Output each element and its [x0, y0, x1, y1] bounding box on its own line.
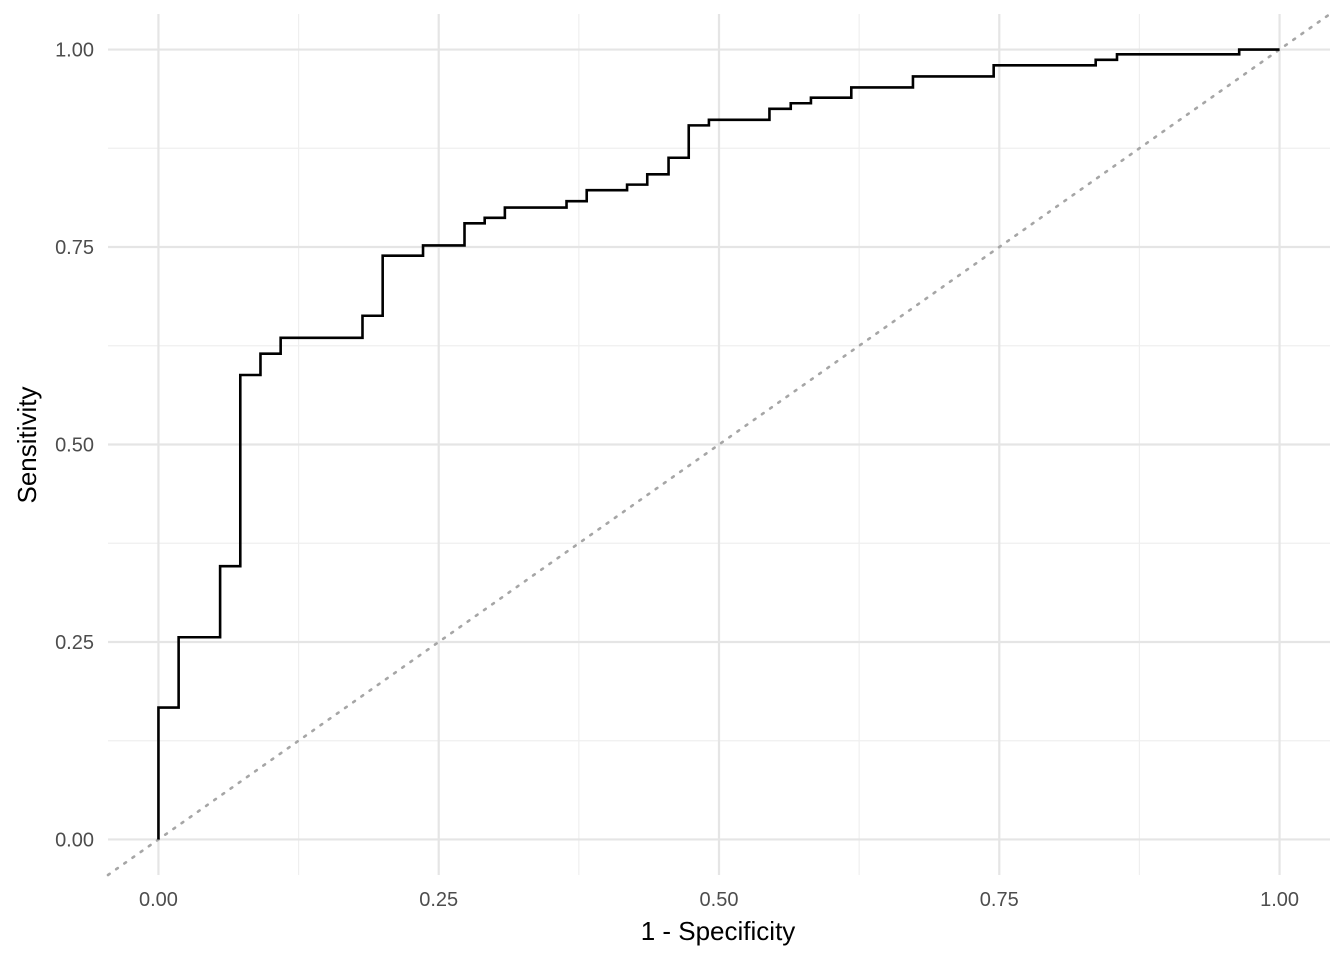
y-tick-label: 0.50 — [55, 435, 94, 457]
y-tick-label: 0.75 — [55, 237, 94, 259]
x-tick-label: 0.25 — [419, 889, 458, 911]
y-tick-label: 1.00 — [55, 40, 94, 62]
y-axis-title: Sensitivity — [12, 386, 42, 503]
roc-curve-line — [157, 48, 1280, 840]
y-tick-label: 0.25 — [55, 632, 94, 654]
plot-panel — [106, 12, 1332, 877]
axis-ticks: 0.00 0.25 0.50 0.75 1.00 0.00 0.25 0.50 0.75 1.00 — [55, 40, 1299, 911]
x-tick-label: 1.00 — [1260, 889, 1299, 911]
x-axis-title: 1 - Specificity — [641, 916, 796, 946]
x-tick-label: 0.75 — [980, 889, 1019, 911]
reference-diagonal-line — [106, 12, 1332, 877]
x-tick-label: 0.00 — [139, 889, 178, 911]
x-tick-label: 0.50 — [700, 889, 739, 911]
y-tick-label: 0.00 — [55, 829, 94, 851]
